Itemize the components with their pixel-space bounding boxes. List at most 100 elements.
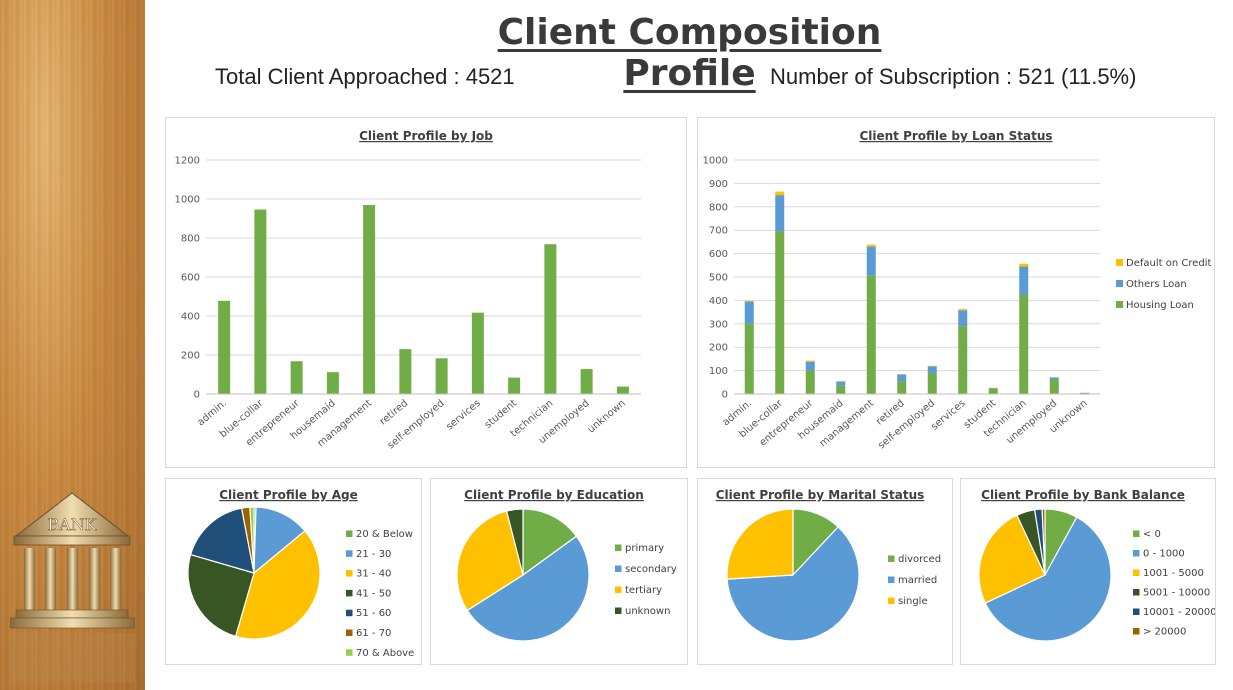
- education-legend-label: secondary: [625, 564, 677, 575]
- job-chart-panel: Client Profile by Job 0 200 400 600 800 1000 12…: [165, 117, 687, 468]
- job-bar-chart: Client Profile by Job 0 200 400 600 800 1000 12…: [175, 129, 641, 451]
- loan-bar-segment: [927, 372, 937, 394]
- balance-legend-swatch: [1133, 608, 1140, 615]
- job-x-tick-label: services: [444, 398, 483, 433]
- balance-legend-label: 5001 - 10000: [1143, 588, 1210, 599]
- job-bar: [435, 358, 448, 394]
- age-legend-swatch: [346, 589, 353, 597]
- age-legend-swatch: [346, 609, 353, 617]
- loan-bar-segment: [866, 244, 876, 247]
- education-legend-swatch: [615, 607, 622, 614]
- balance-legend-label: 10001 - 20000: [1143, 607, 1215, 618]
- education-chart-title: Client Profile by Education: [464, 488, 644, 502]
- page-title: Client Composition Profile: [497, 12, 882, 94]
- age-pie-chart: Client Profile by Age 20 & Below 21 - 30 31…: [187, 488, 414, 659]
- job-x-tick-label: admin.: [196, 398, 230, 429]
- bank-logo-text: BANK: [47, 515, 97, 534]
- loan-bar-segment: [927, 365, 937, 367]
- education-legend-swatch: [615, 565, 622, 572]
- loan-x-tick-label: entrepreneur: [758, 397, 816, 448]
- marital-legend-swatch: [888, 555, 895, 562]
- loan-legend-label: Others Loan: [1126, 279, 1187, 290]
- job-y-tick-label: 1200: [175, 156, 200, 167]
- loan-bar-segment: [866, 246, 876, 276]
- loan-legend-label: Housing Loan: [1126, 300, 1194, 311]
- loan-bar-segment: [1019, 266, 1029, 295]
- education-chart-panel: Client Profile by Education primary second…: [430, 478, 688, 665]
- balance-legend-swatch: [1133, 550, 1140, 557]
- marital-legend-label: single: [898, 596, 928, 607]
- age-legend-label: 31 - 40: [356, 569, 391, 580]
- subscription-stat: Number of Subscription : 521 (11.5%): [770, 64, 1137, 89]
- job-y-tick-label: 0: [194, 390, 200, 401]
- loan-bar-segment: [1019, 294, 1029, 394]
- age-legend-swatch: [346, 530, 353, 537]
- age-legend-swatch: [346, 550, 353, 557]
- balance-pie-slice: [1041, 508, 1046, 576]
- education-pie-chart: Client Profile by Education primary second…: [456, 488, 677, 642]
- loan-x-tick-label: management: [818, 398, 876, 450]
- loan-y-tick-label: 400: [709, 296, 728, 307]
- loan-bar-segment: [1080, 392, 1090, 394]
- age-legend-label: 61 - 70: [356, 628, 391, 639]
- marital-legend-label: married: [898, 575, 937, 586]
- balance-pie-chart: Client Profile by Bank Balance < 0 0 - 100…: [978, 488, 1215, 642]
- job-bar: [544, 244, 557, 394]
- loan-y-tick-label: 300: [709, 319, 728, 330]
- loan-bar-segment: [775, 195, 785, 232]
- loan-y-tick-label: 900: [709, 179, 728, 190]
- loan-x-tick-label: services: [929, 398, 968, 433]
- age-legend-swatch: [346, 570, 353, 577]
- decorative-sidebar: BANK: [0, 0, 145, 690]
- education-legend-label: primary: [625, 543, 664, 554]
- job-y-tick-label: 600: [181, 273, 200, 284]
- loan-y-tick-label: 500: [709, 273, 728, 284]
- job-y-tick-label: 1000: [175, 195, 200, 206]
- loan-legend-swatch: [1116, 301, 1123, 308]
- education-legend-swatch: [615, 586, 622, 593]
- loan-bar-segment: [958, 310, 968, 327]
- marital-chart-title: Client Profile by Marital Status: [716, 488, 925, 502]
- loan-bar-segment: [958, 309, 968, 311]
- balance-legend-swatch: [1133, 569, 1140, 576]
- job-bar: [399, 349, 412, 394]
- balance-legend-label: 1001 - 5000: [1143, 568, 1204, 579]
- loan-bar-segment: [775, 231, 785, 394]
- loan-bar-segment: [988, 388, 998, 394]
- loan-bar-segment: [1019, 263, 1029, 267]
- age-legend-swatch: [346, 649, 353, 656]
- job-x-tick-label: retired: [378, 398, 410, 428]
- age-pie-slice: [189, 507, 255, 574]
- age-legend-label: 70 & Above: [356, 648, 414, 659]
- age-pie-slice: [187, 553, 255, 638]
- loan-bar-segment: [805, 370, 815, 394]
- loan-chart-panel: Client Profile by Loan Status 0 100 200 300 4…: [697, 117, 1215, 468]
- loan-bar-segment: [836, 381, 846, 386]
- age-chart-panel: Client Profile by Age 20 & Below 21 - 30 31…: [165, 478, 422, 665]
- job-bar: [616, 386, 629, 394]
- loan-bar-segment: [775, 191, 785, 196]
- balance-legend-label: 0 - 1000: [1143, 549, 1185, 560]
- age-pie-slice: [234, 530, 321, 640]
- education-legend-label: unknown: [625, 606, 670, 617]
- age-pie-slice: [253, 506, 306, 575]
- job-bar: [218, 300, 231, 394]
- loan-bar-segment: [897, 381, 907, 394]
- loan-y-tick-label: 100: [709, 366, 728, 377]
- age-legend-label: 41 - 50: [356, 588, 391, 599]
- balance-pie-slice: [984, 516, 1112, 642]
- age-pie-slice: [249, 506, 255, 574]
- job-bar: [326, 372, 339, 394]
- education-pie-slice: [505, 508, 524, 576]
- marital-legend-swatch: [888, 597, 895, 604]
- marital-pie-slice: [726, 508, 794, 580]
- age-legend-label: 20 & Below: [356, 529, 413, 540]
- balance-legend-swatch: [1133, 530, 1140, 537]
- marital-legend-swatch: [888, 576, 895, 583]
- loan-y-tick-label: 200: [709, 343, 728, 354]
- age-legend-label: 21 - 30: [356, 549, 391, 560]
- job-bar: [290, 361, 303, 394]
- balance-legend-swatch: [1133, 589, 1140, 596]
- marital-chart-panel: Client Profile by Marital Status divorced…: [697, 478, 953, 665]
- loan-legend-label: Default on Credit: [1126, 258, 1212, 269]
